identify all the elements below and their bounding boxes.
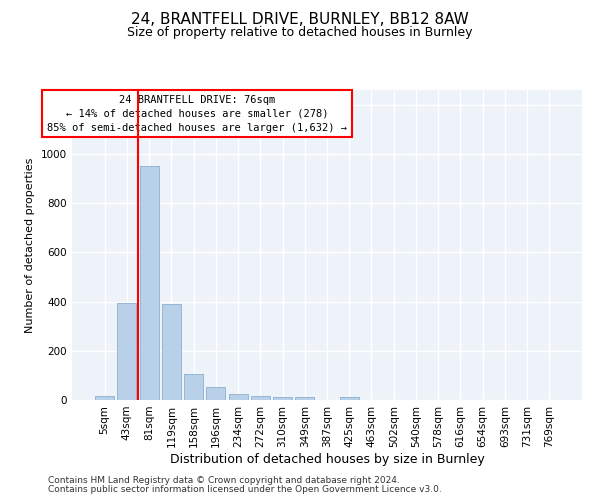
Text: Size of property relative to detached houses in Burnley: Size of property relative to detached ho… [127,26,473,39]
Bar [140,166,158,400]
Bar [340,397,359,400]
Bar [118,303,136,400]
Bar [273,397,292,400]
X-axis label: Distribution of detached houses by size in Burnley: Distribution of detached houses by size … [170,452,484,466]
Bar [95,396,114,400]
Y-axis label: Number of detached properties: Number of detached properties [25,158,35,332]
Text: 24, BRANTFELL DRIVE, BURNLEY, BB12 8AW: 24, BRANTFELL DRIVE, BURNLEY, BB12 8AW [131,12,469,28]
Text: Contains public sector information licensed under the Open Government Licence v3: Contains public sector information licen… [48,485,442,494]
Bar [162,304,181,400]
Bar [251,396,270,400]
Bar [184,374,203,400]
Bar [229,394,248,400]
Text: Contains HM Land Registry data © Crown copyright and database right 2024.: Contains HM Land Registry data © Crown c… [48,476,400,485]
Bar [206,387,225,400]
Bar [295,396,314,400]
Text: 24 BRANTFELL DRIVE: 76sqm
← 14% of detached houses are smaller (278)
85% of semi: 24 BRANTFELL DRIVE: 76sqm ← 14% of detac… [47,94,347,132]
